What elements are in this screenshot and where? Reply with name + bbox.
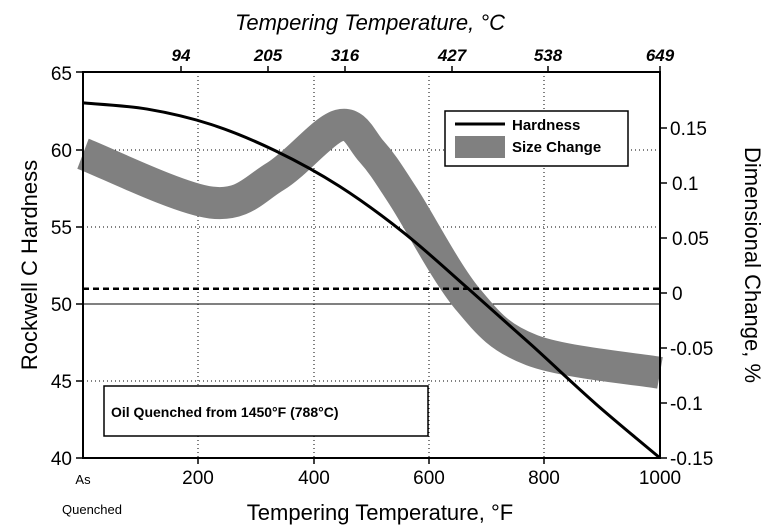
- right-tick-label-005: 0.05: [672, 229, 709, 250]
- bottom-tick-label-400: 400: [298, 468, 330, 489]
- left-tick-label-55: 55: [51, 218, 72, 239]
- bottom-axis-title: Tempering Temperature, °F: [247, 500, 513, 525]
- legend: Hardness Size Change: [444, 110, 629, 167]
- size-change-series: [77, 108, 663, 389]
- right-axis-title: Dimensional Change, %: [740, 147, 763, 383]
- as-quenched-label-line1: As: [75, 472, 91, 487]
- as-quenched-label-line2: Quenched: [62, 502, 122, 517]
- annotation-box: [103, 385, 429, 437]
- left-axis-title: Rockwell C Hardness: [17, 160, 42, 370]
- left-tick-label-65: 65: [51, 64, 72, 85]
- legend-hardness-label: Hardness: [512, 117, 580, 134]
- right-tick-label-0: 0: [672, 284, 683, 305]
- bottom-tick-label-200: 200: [182, 468, 214, 489]
- bottom-tick-label-600: 600: [413, 468, 445, 489]
- top-tick-label-94: 94: [172, 46, 191, 65]
- left-tick-label-45: 45: [51, 372, 72, 393]
- hardness-series: [82, 101, 661, 460]
- right-tick-label-m010: -0.1: [670, 394, 703, 415]
- legend-size-change-swatch: [455, 136, 505, 158]
- plot-frame: [82, 71, 661, 459]
- right-tick-label-m005: -0.05: [670, 339, 713, 360]
- bottom-tick-label-800: 800: [528, 468, 560, 489]
- legend-size-change-label: Size Change: [512, 139, 601, 156]
- left-tick-label-40: 40: [51, 449, 72, 470]
- left-tick-marks: [76, 71, 83, 459]
- top-tick-label-649: 649: [646, 46, 675, 65]
- right-tick-label-m015: -0.15: [670, 449, 713, 470]
- left-tick-label-60: 60: [51, 141, 72, 162]
- top-tick-label-205: 205: [253, 46, 283, 65]
- bottom-tick-marks: [197, 458, 545, 464]
- top-tick-label-538: 538: [534, 46, 563, 65]
- right-tick-label-010: 0.1: [672, 174, 698, 195]
- annotation: Oil Quenched from 1450°F (788°C): [103, 385, 429, 437]
- top-tick-label-316: 316: [331, 46, 360, 65]
- top-axis-title: Tempering Temperature, °C: [235, 10, 505, 35]
- right-tick-marks: [660, 127, 667, 459]
- left-tick-label-50: 50: [51, 295, 72, 316]
- annotation-text: Oil Quenched from 1450°F (788°C): [111, 404, 338, 420]
- right-tick-label-015: 0.15: [670, 119, 707, 140]
- bottom-tick-label-1000: 1000: [639, 468, 681, 489]
- top-tick-marks: [180, 66, 661, 72]
- top-tick-label-427: 427: [437, 46, 468, 65]
